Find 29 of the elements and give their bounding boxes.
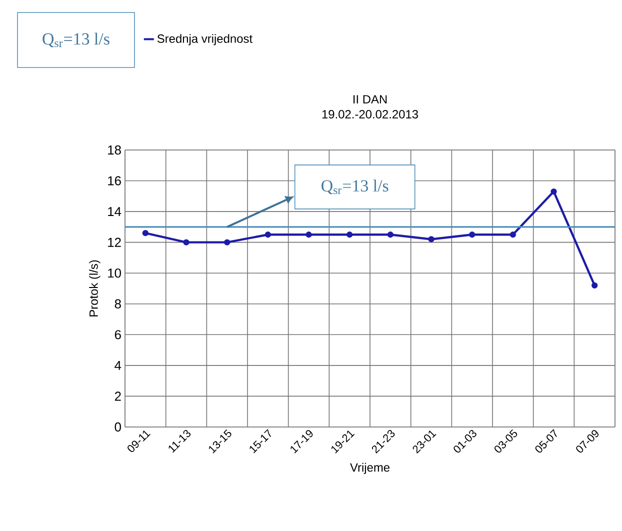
legend-label: Srednja vrijednost (157, 34, 252, 46)
point (550, 188, 557, 195)
y-tick-label: 0 (114, 422, 121, 432)
y-tick-label: 12 (108, 238, 121, 247)
point (592, 282, 598, 288)
y-tick-label: 6 (114, 330, 121, 340)
point (183, 239, 190, 246)
y-tick-label: 16 (108, 176, 121, 186)
point (428, 236, 434, 242)
point (264, 232, 272, 238)
y-tick-label: 14 (108, 207, 122, 216)
y-tick-label: 10 (108, 268, 121, 278)
point (469, 232, 476, 238)
point (510, 232, 516, 238)
text: Q$_{sr}$=13 l/s (42, 32, 110, 48)
chart-title: II DAN (354, 95, 387, 104)
x-axis-title: Vrijeme (350, 462, 390, 474)
point (387, 232, 394, 238)
y-tick-label: 2 (114, 392, 121, 401)
point (306, 232, 312, 238)
chart-subtitle: 19.02.-20.02.2013 (322, 110, 418, 118)
point (224, 239, 230, 246)
y-axis-title: Protok (l/s) (89, 260, 100, 316)
point (346, 232, 353, 238)
point (142, 230, 149, 236)
y-tick-label: 18 (108, 145, 121, 155)
y-tick-label: 4 (114, 360, 122, 370)
y-tick-label: 8 (114, 299, 121, 308)
ref-line-label: Q$_{sr}$=13 l/s (322, 180, 388, 194)
